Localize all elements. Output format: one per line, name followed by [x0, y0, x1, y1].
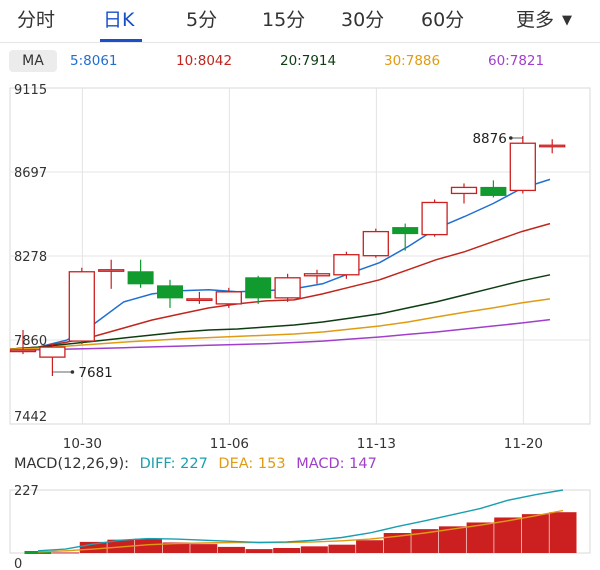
- macd-bar: [162, 542, 190, 553]
- date-tick-label: 11-20: [504, 436, 543, 452]
- candle-body-up: [274, 277, 301, 299]
- macd-lines: [37, 489, 564, 553]
- ma-legend: MA 5:8061 10:8042 20:7914 30:7886 60:782…: [0, 48, 600, 74]
- macd-legend-label: MACD(12,26,9):: [14, 456, 130, 472]
- chevron-down-icon: ▼: [562, 13, 573, 28]
- candle-body-down: [157, 285, 183, 299]
- price-tick-label: 8697: [14, 166, 47, 181]
- macd-axis: 227 0: [14, 484, 39, 570]
- candle-body-up: [362, 230, 389, 257]
- candle-body-up: [539, 144, 566, 148]
- macd-bar: [52, 552, 80, 554]
- chart-grid: [9, 87, 591, 425]
- date-tick-label: 11-06: [210, 436, 249, 452]
- macd-bar: [411, 529, 439, 553]
- macd-bar-negative: [24, 551, 52, 554]
- period-tabs: 分时 日K 5分 15分 30分 60分 更多 ▼: [0, 0, 600, 43]
- candle-body-up: [421, 201, 448, 236]
- price-tick-label: 7860: [14, 334, 47, 349]
- macd-bar: [466, 522, 494, 553]
- tab-daily-k[interactable]: 日K: [103, 9, 135, 31]
- macd-value-legend: MACD: 147: [296, 456, 377, 472]
- macd-bar: [383, 533, 411, 553]
- macd-bar: [521, 514, 549, 553]
- candle-body-down: [127, 271, 154, 285]
- candles: [9, 136, 566, 376]
- macd-tick-label: 227: [14, 484, 39, 499]
- tab-15min[interactable]: 15分: [262, 9, 306, 31]
- diff-line: [37, 489, 564, 552]
- date-axis: 10-30 11-06 11-13 11-20: [63, 436, 543, 452]
- price-tick-label: 7442: [14, 410, 47, 425]
- macd-bar: [328, 544, 356, 553]
- ma30-legend: 30:7886: [384, 53, 441, 69]
- more-menu-button[interactable]: 更多 ▼: [516, 5, 572, 35]
- low-price-label: 7681: [78, 365, 112, 381]
- candle-body-up: [39, 346, 66, 358]
- dea-legend: DEA: 153: [218, 456, 286, 472]
- macd-bar: [356, 540, 384, 553]
- price-axis: 9115 8697 8278 7860 7442: [14, 83, 47, 425]
- macd-bar: [549, 512, 577, 553]
- diff-legend: DIFF: 227: [139, 456, 208, 472]
- low-marker-dot: [70, 370, 75, 374]
- price-annotations: 8876 7681: [52, 131, 523, 381]
- price-tick-label: 8278: [14, 250, 47, 265]
- candle-body-down: [480, 186, 507, 196]
- candle-body-up: [9, 349, 37, 353]
- ma-settings-button[interactable]: MA: [9, 50, 57, 72]
- candle-body-up: [450, 186, 478, 195]
- tab-30min[interactable]: 30分: [341, 9, 385, 31]
- dea-line: [37, 509, 564, 553]
- macd-bar: [135, 538, 163, 553]
- macd-bar: [494, 517, 522, 553]
- candle-body-up: [186, 298, 213, 302]
- high-price-label: 8876: [472, 131, 506, 147]
- candle-body-up: [98, 269, 125, 272]
- candle-body-up: [215, 291, 242, 305]
- tab-timeshare[interactable]: 分时: [17, 9, 56, 31]
- macd-bar: [300, 546, 328, 553]
- ma60-line: [9, 318, 551, 351]
- candle-body-up: [68, 271, 95, 342]
- active-tab-indicator: [100, 39, 142, 42]
- ma30-line: [9, 298, 551, 350]
- candle-body-up: [333, 254, 360, 276]
- candle-body-down: [392, 227, 419, 235]
- macd-bar: [217, 546, 245, 553]
- candle-body-up: [509, 142, 536, 192]
- macd-tick-label: 0: [14, 557, 22, 570]
- tab-60min[interactable]: 60分: [421, 9, 465, 31]
- ma20-line: [9, 274, 551, 350]
- price-tick-label: 9115: [14, 83, 47, 98]
- ma10-legend: 10:8042: [176, 53, 233, 69]
- macd-bar: [273, 548, 301, 553]
- candle-body-up: [303, 273, 331, 277]
- macd-bars: [24, 512, 577, 554]
- candle-body-down: [245, 277, 272, 299]
- tab-5min[interactable]: 5分: [186, 9, 218, 31]
- macd-bar: [79, 541, 107, 553]
- macd-bar: [245, 549, 273, 553]
- more-label: 更多: [516, 9, 555, 31]
- ma10-line: [9, 222, 551, 350]
- macd-legend: MACD(12,26,9): DIFF: 227 DEA: 153 MACD: …: [14, 456, 383, 472]
- date-tick-label: 10-30: [63, 436, 102, 452]
- ma60-legend: 60:7821: [488, 53, 545, 69]
- ma20-legend: 20:7914: [280, 53, 337, 69]
- ma5-legend: 5:8061: [70, 53, 118, 69]
- macd-bar: [190, 544, 218, 553]
- date-tick-label: 11-13: [357, 436, 396, 452]
